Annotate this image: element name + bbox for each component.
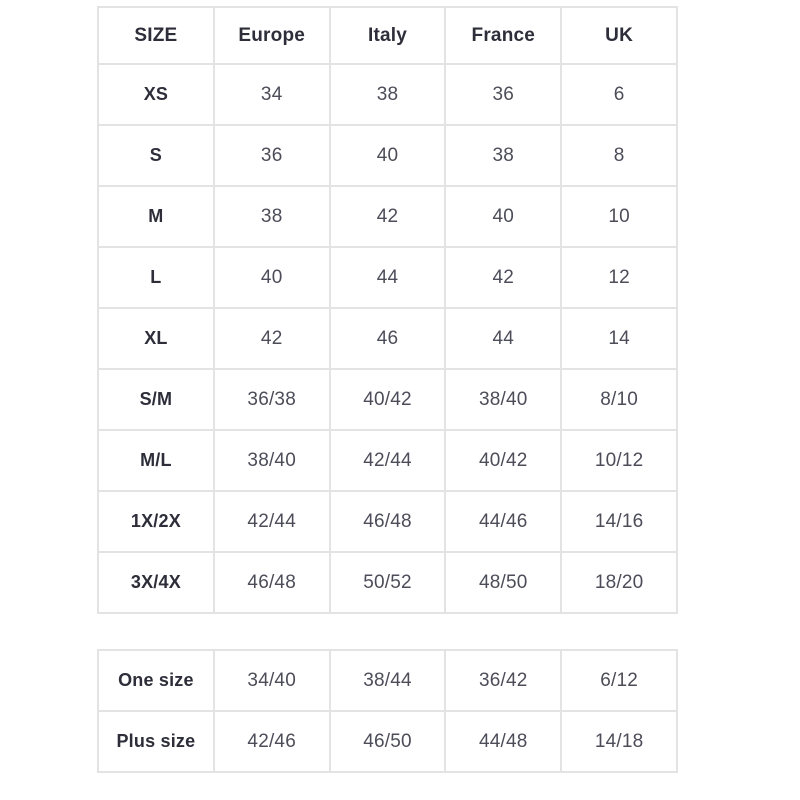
table-row: Plus size 42/46 46/50 44/48 14/18: [97, 710, 678, 773]
size-value-cell: 46: [328, 307, 447, 370]
size-label-cell: XL: [97, 307, 215, 370]
size-value-cell: 14: [560, 307, 678, 370]
size-value-cell: 40: [212, 246, 331, 309]
size-value-cell: 36: [444, 63, 563, 126]
size-value-cell: 46/48: [212, 551, 331, 614]
size-value-cell: 36: [212, 124, 331, 187]
size-label-cell: 3X/4X: [97, 551, 215, 614]
header-cell: France: [444, 6, 563, 65]
size-value-cell: 42: [212, 307, 331, 370]
size-value-cell: 8/10: [560, 368, 678, 431]
size-table-body: XS 34 38 36 6 S 36 40 38 8 M 38 42 40 10 L 40 44 42 12 XL 42 4…: [97, 63, 678, 614]
size-value-cell: 38/40: [444, 368, 563, 431]
size-value-cell: 10/12: [560, 429, 678, 492]
size-value-cell: 50/52: [328, 551, 447, 614]
size-value-cell: 38/40: [212, 429, 331, 492]
size-label-cell: M: [97, 185, 215, 248]
size-value-cell: 42: [328, 185, 447, 248]
header-row: SIZE Europe Italy France UK: [97, 6, 678, 65]
table-row: 3X/4X 46/48 50/52 48/50 18/20: [97, 551, 678, 614]
header-cell: Europe: [212, 6, 331, 65]
table-row: L 40 44 42 12: [97, 246, 678, 309]
size-label-cell: S: [97, 124, 215, 187]
header-cell: SIZE: [97, 6, 215, 65]
size-label-cell: One size: [97, 649, 215, 712]
size-value-cell: 14/16: [560, 490, 678, 553]
size-value-cell: 36/42: [444, 649, 563, 712]
size-value-cell: 34: [212, 63, 331, 126]
size-value-cell: 38: [328, 63, 447, 126]
size-value-cell: 38: [444, 124, 563, 187]
size-label-cell: XS: [97, 63, 215, 126]
size-value-cell: 44/46: [444, 490, 563, 553]
size-value-cell: 6/12: [560, 649, 678, 712]
table-row: One size 34/40 38/44 36/42 6/12: [97, 649, 678, 712]
size-value-cell: 8: [560, 124, 678, 187]
table-row: M 38 42 40 10: [97, 185, 678, 248]
special-sizes-table: One size 34/40 38/44 36/42 6/12 Plus size 42/4…: [97, 649, 678, 773]
size-value-cell: 42: [444, 246, 563, 309]
table-row: 1X/2X 42/44 46/48 44/46 14/16: [97, 490, 678, 553]
size-value-cell: 42/44: [328, 429, 447, 492]
size-value-cell: 40: [328, 124, 447, 187]
size-value-cell: 36/38: [212, 368, 331, 431]
size-value-cell: 46/48: [328, 490, 447, 553]
size-table-header: SIZE Europe Italy France UK: [97, 6, 678, 65]
size-value-cell: 34/40: [212, 649, 331, 712]
size-label-cell: Plus size: [97, 710, 215, 773]
size-value-cell: 12: [560, 246, 678, 309]
size-value-cell: 10: [560, 185, 678, 248]
size-value-cell: 40/42: [328, 368, 447, 431]
size-value-cell: 40: [444, 185, 563, 248]
size-value-cell: 40/42: [444, 429, 563, 492]
table-row: XS 34 38 36 6: [97, 63, 678, 126]
header-cell: Italy: [328, 6, 447, 65]
size-label-cell: L: [97, 246, 215, 309]
size-label-cell: S/M: [97, 368, 215, 431]
size-value-cell: 44: [444, 307, 563, 370]
table-row: S/M 36/38 40/42 38/40 8/10: [97, 368, 678, 431]
size-value-cell: 14/18: [560, 710, 678, 773]
size-value-cell: 18/20: [560, 551, 678, 614]
special-sizes-table-body: One size 34/40 38/44 36/42 6/12 Plus size 42/4…: [97, 649, 678, 773]
size-value-cell: 44: [328, 246, 447, 309]
size-value-cell: 6: [560, 63, 678, 126]
size-conversion-table: SIZE Europe Italy France UK XS 34 38 36 6 S 36 40 38…: [97, 6, 678, 614]
size-label-cell: M/L: [97, 429, 215, 492]
size-label-cell: 1X/2X: [97, 490, 215, 553]
size-value-cell: 44/48: [444, 710, 563, 773]
table-row: M/L 38/40 42/44 40/42 10/12: [97, 429, 678, 492]
size-value-cell: 48/50: [444, 551, 563, 614]
size-value-cell: 46/50: [328, 710, 447, 773]
table-row: S 36 40 38 8: [97, 124, 678, 187]
header-cell: UK: [560, 6, 678, 65]
table-row: XL 42 46 44 14: [97, 307, 678, 370]
size-value-cell: 42/46: [212, 710, 331, 773]
size-value-cell: 42/44: [212, 490, 331, 553]
size-value-cell: 38/44: [328, 649, 447, 712]
size-value-cell: 38: [212, 185, 331, 248]
